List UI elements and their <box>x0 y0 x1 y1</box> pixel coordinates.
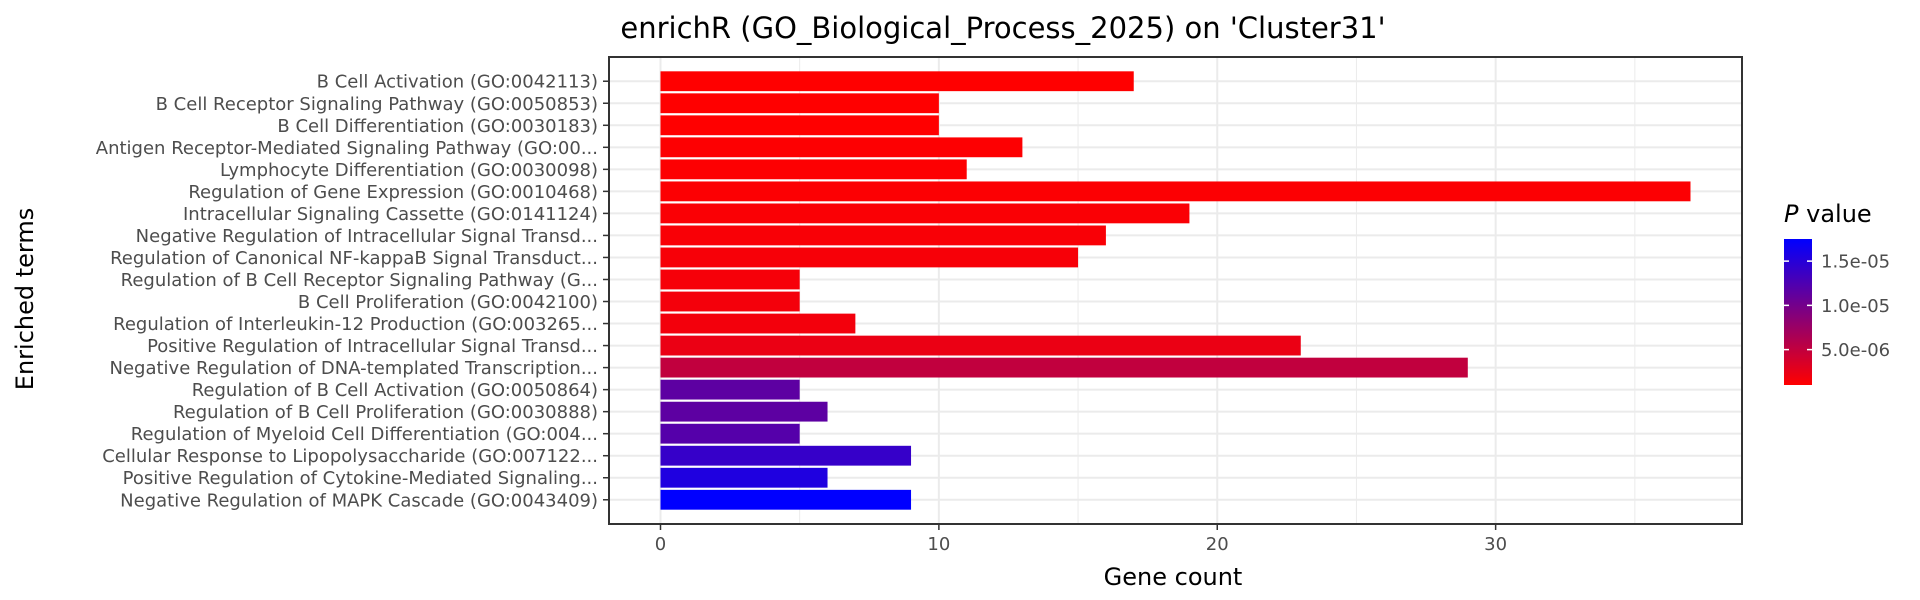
bar <box>660 115 939 136</box>
legend-colorbar <box>1784 239 1812 385</box>
x-ticks: 0 10 20 30 <box>655 524 1507 555</box>
bar <box>660 269 800 290</box>
legend-tick-label: 5.0e-06 <box>1821 340 1890 361</box>
y-tick-label: Antigen Receptor-Mediated Signaling Path… <box>96 138 598 159</box>
x-tick-label: 0 <box>655 534 666 555</box>
y-tick-label: Positive Regulation of Cytokine-Mediated… <box>123 468 598 489</box>
bar <box>660 137 1023 158</box>
bar <box>660 93 939 114</box>
y-axis-label: Enriched terms <box>11 208 39 390</box>
y-tick-label: Cellular Response to Lipopolysaccharide … <box>102 446 598 467</box>
x-tick-label: 20 <box>1206 534 1229 555</box>
legend-title-italic: P <box>1784 200 1799 228</box>
x-tick-label: 10 <box>927 534 950 555</box>
y-tick-label: Negative Regulation of Intracellular Sig… <box>136 226 598 247</box>
y-tick-label: Positive Regulation of Intracellular Sig… <box>147 336 598 357</box>
y-tick-label: Lymphocyte Differentiation (GO:0030098) <box>220 160 598 181</box>
chart-title: enrichR (GO_Biological_Process_2025) on … <box>620 11 1385 45</box>
bar <box>660 159 967 180</box>
bar <box>660 489 912 510</box>
bars-group <box>660 71 1691 510</box>
legend-tick-label: 1.5e-05 <box>1821 252 1890 273</box>
y-tick-label: B Cell Receptor Signaling Pathway (GO:00… <box>156 94 598 115</box>
bar <box>660 225 1106 246</box>
bar <box>660 335 1301 356</box>
legend-title-rest: value <box>1798 200 1871 228</box>
y-tick-label: Regulation of Canonical NF-kappaB Signal… <box>110 248 598 269</box>
x-tick-label: 30 <box>1484 534 1507 555</box>
y-tick-label: Regulation of B Cell Proliferation (GO:0… <box>173 402 598 423</box>
plot-border <box>608 56 1743 525</box>
bar <box>660 181 1691 202</box>
bar <box>660 423 800 444</box>
y-tick-label: B Cell Activation (GO:0042113) <box>317 72 598 93</box>
bar <box>660 71 1134 92</box>
bar <box>660 401 828 422</box>
x-axis-label: Gene count <box>1104 563 1243 591</box>
bar <box>660 445 912 466</box>
y-tick-label: Regulation of Myeloid Cell Differentiati… <box>131 424 598 445</box>
legend-tick-label: 1.0e-05 <box>1821 296 1890 317</box>
y-tick-label: Regulation of Interleukin-12 Production … <box>113 314 598 335</box>
y-tick-label: Regulation of B Cell Activation (GO:0050… <box>192 380 598 401</box>
y-tick-label: Negative Regulation of DNA-templated Tra… <box>110 358 599 379</box>
y-tick-label: Regulation of Gene Expression (GO:001046… <box>188 182 598 203</box>
legend-title: P value <box>1784 200 1872 228</box>
legend-ticks: 1.5e-05 1.0e-05 5.0e-06 <box>1784 252 1890 361</box>
bar <box>660 247 1079 268</box>
y-tick-label: Regulation of B Cell Receptor Signaling … <box>121 270 598 291</box>
bar <box>660 467 828 488</box>
bar <box>660 291 800 312</box>
p-value-legend: P value 1.5e-05 1.0e-05 5.0e-06 <box>1784 200 1890 385</box>
y-tick-labels: B Cell Activation (GO:0042113)B Cell Rec… <box>96 72 609 511</box>
y-tick-label: B Cell Proliferation (GO:0042100) <box>298 292 598 313</box>
bar <box>660 203 1190 224</box>
bar <box>660 313 856 334</box>
y-tick-label: B Cell Differentiation (GO:0030183) <box>277 116 598 137</box>
bar <box>660 379 800 400</box>
y-tick-label: Negative Regulation of MAPK Cascade (GO:… <box>120 490 598 511</box>
y-tick-label: Intracellular Signaling Cassette (GO:014… <box>183 204 598 225</box>
bar <box>660 357 1468 378</box>
